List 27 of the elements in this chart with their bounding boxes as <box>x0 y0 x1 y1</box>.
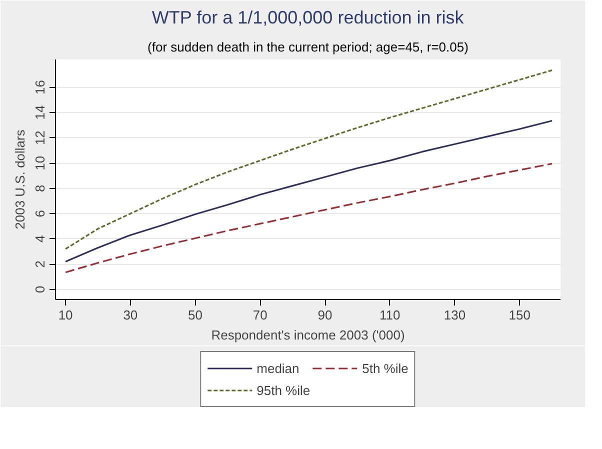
x-tick-label: 90 <box>318 308 332 322</box>
line-series <box>64 120 553 262</box>
legend-label: 95th %ile <box>256 382 310 398</box>
legend-label: 5th %ile <box>362 360 408 376</box>
chart-subtitle: (for sudden death in the current period; age=45, r=0.05) <box>148 40 468 54</box>
line-series <box>64 162 553 274</box>
line-series <box>64 69 553 250</box>
x-tick-label: 30 <box>123 308 138 322</box>
legend-label: median <box>256 360 300 376</box>
x-tick-label: 110 <box>380 308 400 322</box>
x-axis-title: Respondent's income 2003 ('000) <box>211 328 405 342</box>
y-tick-label: 6 <box>32 210 48 218</box>
y-tick-label: 12 <box>32 130 48 146</box>
y-tick-label: 14 <box>32 105 48 120</box>
x-tick-label: 50 <box>188 308 203 322</box>
y-tick-label: 2 <box>32 260 48 268</box>
y-tick-label: 0 <box>32 286 48 294</box>
x-tick-label: 70 <box>252 308 268 322</box>
y-tick-label: 4 <box>32 235 48 242</box>
y-tick-label: 10 <box>32 156 48 170</box>
y-tick-label: 16 <box>32 80 48 95</box>
x-tick-label: 150 <box>508 308 530 322</box>
y-tick-label: 8 <box>32 184 48 192</box>
y-axis-title: 2003 U.S. dollars <box>12 129 28 230</box>
x-tick-label: 130 <box>444 308 466 322</box>
chart-title: WTP for a 1/1,000,000 reduction in risk <box>152 8 465 28</box>
x-tick-label: 10 <box>58 308 73 322</box>
